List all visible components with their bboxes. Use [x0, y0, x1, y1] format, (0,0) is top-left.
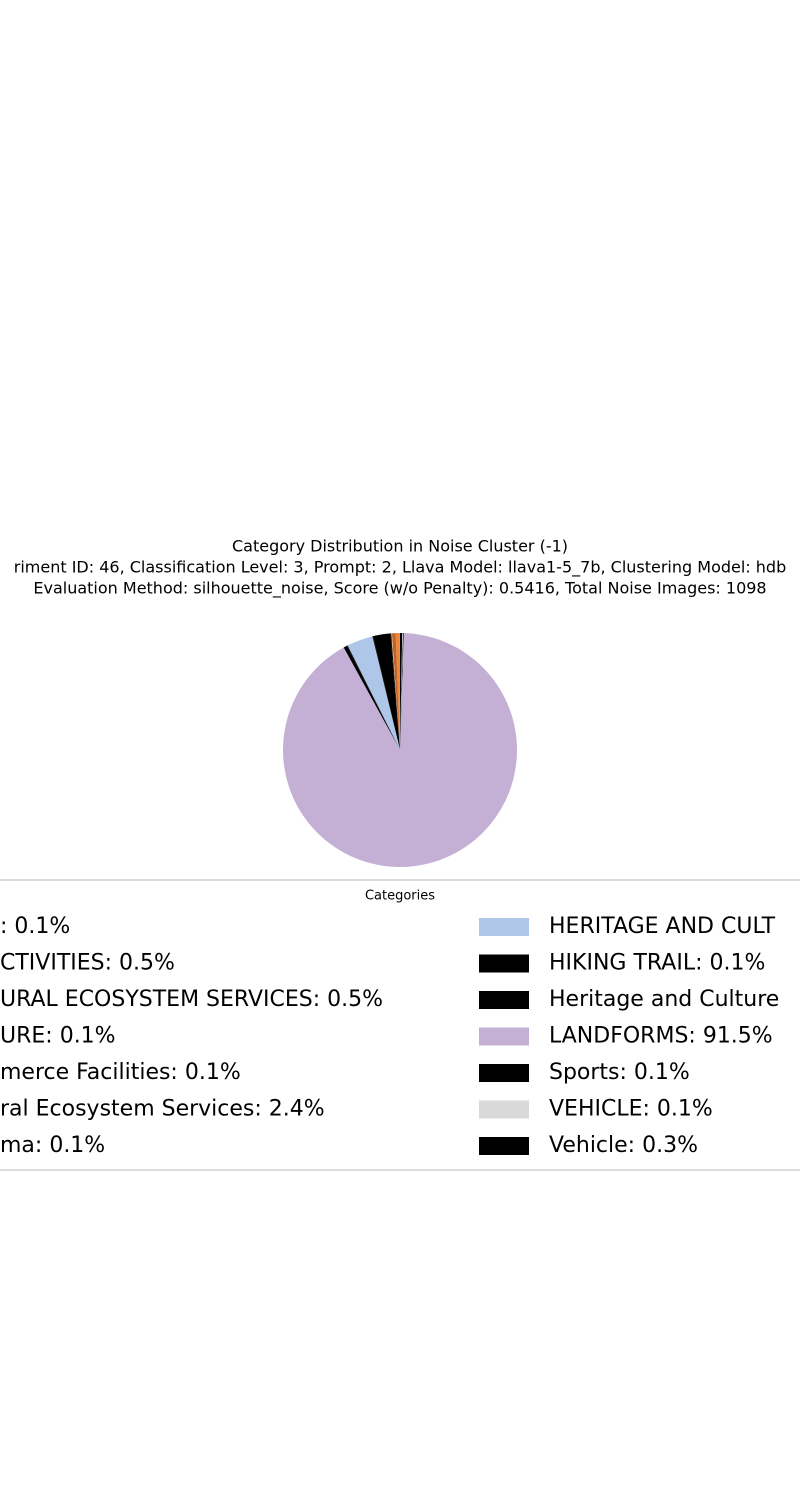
- legend-label: Sports: 0.1%: [549, 1060, 690, 1085]
- legend-label: ral Ecosystem Services: 2.4%: [0, 1097, 325, 1122]
- pie-slice: [400, 633, 404, 750]
- pie-slice: [391, 633, 400, 750]
- chart-title: Category Distribution in Noise Cluster (…: [232, 537, 568, 556]
- legend-swatch: [479, 991, 529, 1009]
- pie-slice: [372, 636, 400, 750]
- pie-slice: [390, 633, 400, 750]
- legend-label: HERITAGE AND CULT: [549, 914, 776, 939]
- legend-label: URE: 0.1%: [0, 1024, 116, 1049]
- legend-label: merce Facilities: 0.1%: [0, 1060, 241, 1085]
- legend-label: ma: 0.1%: [0, 1133, 105, 1158]
- legend-label: : 0.1%: [0, 914, 70, 939]
- legend-swatch: [479, 1027, 529, 1046]
- pie-slice: [347, 636, 400, 750]
- pie-slice: [400, 633, 403, 750]
- legend-swatch: [479, 1100, 529, 1119]
- legend-swatch: [479, 1137, 529, 1155]
- chart-subtitle: Evaluation Method: silhouette_noise, Sco…: [33, 579, 766, 599]
- pie-slice: [346, 645, 400, 750]
- legend-title: Categories: [365, 889, 435, 904]
- pie-slice: [391, 633, 400, 750]
- pie-slice: [282, 633, 517, 868]
- pie-slice: [399, 633, 400, 750]
- legend-label: URAL ECOSYSTEM SERVICES: 0.5%: [0, 987, 383, 1012]
- legend-label: Heritage and Culture: [549, 987, 779, 1012]
- legend-swatch: [479, 918, 529, 936]
- legend-box: [0, 879, 800, 1171]
- pie-slice: [373, 633, 400, 750]
- legend-label: LANDFORMS: 91.5%: [549, 1024, 773, 1049]
- legend-swatch: [479, 954, 529, 973]
- pie-slice: [343, 645, 400, 750]
- legend-swatch: [479, 1064, 529, 1082]
- legend-label: CTIVITIES: 0.5%: [0, 951, 175, 976]
- chart-subtitle: riment ID: 46, Classification Level: 3, …: [14, 558, 786, 578]
- legend-label: VEHICLE: 0.1%: [549, 1097, 713, 1122]
- pie-slice: [400, 633, 403, 750]
- legend-label: Vehicle: 0.3%: [549, 1133, 698, 1158]
- pie-slice: [395, 633, 400, 750]
- legend-label: HIKING TRAIL: 0.1%: [549, 951, 765, 976]
